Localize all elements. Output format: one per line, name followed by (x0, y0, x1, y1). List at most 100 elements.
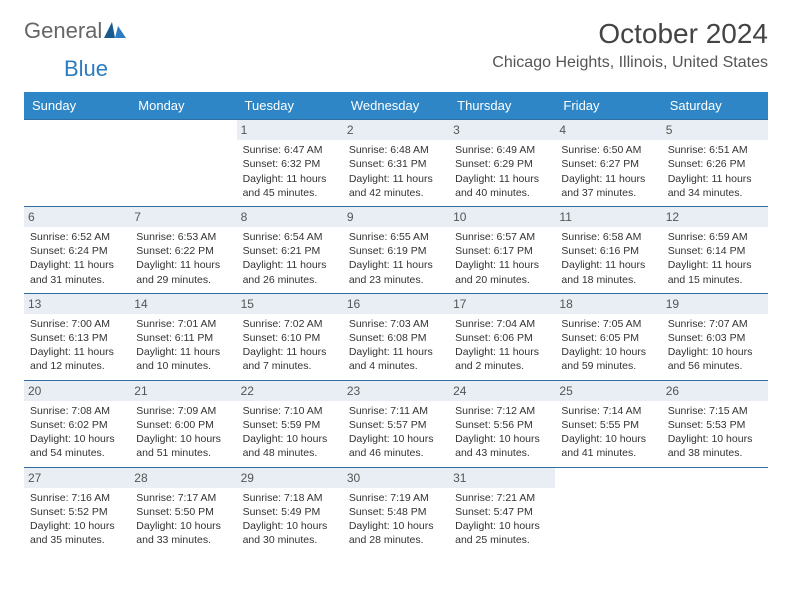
sunset-line: Sunset: 6:22 PM (136, 244, 230, 258)
sunset-line: Sunset: 5:50 PM (136, 505, 230, 519)
logo-triangle-icon (104, 18, 126, 44)
sunset-line: Sunset: 6:14 PM (668, 244, 762, 258)
sunrise-line: Sunrise: 6:54 AM (243, 230, 337, 244)
calendar-cell (24, 120, 130, 207)
daylight-line: Daylight: 11 hours and 29 minutes. (136, 258, 230, 286)
day-number: 10 (449, 207, 555, 227)
calendar-cell: 26Sunrise: 7:15 AMSunset: 5:53 PMDayligh… (662, 380, 768, 467)
day-number: 16 (343, 294, 449, 314)
calendar-cell (555, 467, 661, 553)
daylight-line: Daylight: 10 hours and 38 minutes. (668, 432, 762, 460)
sunrise-line: Sunrise: 7:09 AM (136, 404, 230, 418)
day-number: 11 (555, 207, 661, 227)
sunrise-line: Sunrise: 6:59 AM (668, 230, 762, 244)
daylight-line: Daylight: 10 hours and 30 minutes. (243, 519, 337, 547)
sunset-line: Sunset: 6:24 PM (30, 244, 124, 258)
daylight-line: Daylight: 11 hours and 26 minutes. (243, 258, 337, 286)
daylight-line: Daylight: 10 hours and 59 minutes. (561, 345, 655, 373)
day-header: Tuesday (237, 92, 343, 120)
sunrise-line: Sunrise: 7:12 AM (455, 404, 549, 418)
sunrise-line: Sunrise: 7:10 AM (243, 404, 337, 418)
sunset-line: Sunset: 6:19 PM (349, 244, 443, 258)
day-number: 12 (662, 207, 768, 227)
day-number: 14 (130, 294, 236, 314)
daylight-line: Daylight: 11 hours and 42 minutes. (349, 172, 443, 200)
calendar-week-row: 6Sunrise: 6:52 AMSunset: 6:24 PMDaylight… (24, 206, 768, 293)
sunrise-line: Sunrise: 7:00 AM (30, 317, 124, 331)
sunrise-line: Sunrise: 6:55 AM (349, 230, 443, 244)
day-number: 4 (555, 120, 661, 140)
calendar-cell: 16Sunrise: 7:03 AMSunset: 6:08 PMDayligh… (343, 293, 449, 380)
sunrise-line: Sunrise: 6:57 AM (455, 230, 549, 244)
daylight-line: Daylight: 11 hours and 45 minutes. (243, 172, 337, 200)
logo-text-blue: Blue (64, 56, 108, 81)
daylight-line: Daylight: 11 hours and 40 minutes. (455, 172, 549, 200)
day-number: 13 (24, 294, 130, 314)
sunset-line: Sunset: 5:57 PM (349, 418, 443, 432)
calendar-cell: 9Sunrise: 6:55 AMSunset: 6:19 PMDaylight… (343, 206, 449, 293)
calendar-cell (130, 120, 236, 207)
sunset-line: Sunset: 5:53 PM (668, 418, 762, 432)
logo-text-general: General (24, 18, 102, 44)
sunset-line: Sunset: 6:26 PM (668, 157, 762, 171)
sunset-line: Sunset: 6:06 PM (455, 331, 549, 345)
sunset-line: Sunset: 6:17 PM (455, 244, 549, 258)
daylight-line: Daylight: 11 hours and 23 minutes. (349, 258, 443, 286)
sunrise-line: Sunrise: 7:05 AM (561, 317, 655, 331)
calendar-cell: 8Sunrise: 6:54 AMSunset: 6:21 PMDaylight… (237, 206, 343, 293)
day-number: 23 (343, 381, 449, 401)
daylight-line: Daylight: 10 hours and 48 minutes. (243, 432, 337, 460)
calendar-body: 1Sunrise: 6:47 AMSunset: 6:32 PMDaylight… (24, 120, 768, 554)
daylight-line: Daylight: 11 hours and 37 minutes. (561, 172, 655, 200)
calendar-cell: 27Sunrise: 7:16 AMSunset: 5:52 PMDayligh… (24, 467, 130, 553)
calendar-cell: 29Sunrise: 7:18 AMSunset: 5:49 PMDayligh… (237, 467, 343, 553)
sunrise-line: Sunrise: 6:47 AM (243, 143, 337, 157)
daylight-line: Daylight: 11 hours and 18 minutes. (561, 258, 655, 286)
day-number: 27 (24, 468, 130, 488)
daylight-line: Daylight: 11 hours and 31 minutes. (30, 258, 124, 286)
title-block: October 2024 Chicago Heights, Illinois, … (492, 18, 768, 72)
day-number: 17 (449, 294, 555, 314)
sunset-line: Sunset: 6:29 PM (455, 157, 549, 171)
sunset-line: Sunset: 6:21 PM (243, 244, 337, 258)
calendar-cell: 12Sunrise: 6:59 AMSunset: 6:14 PMDayligh… (662, 206, 768, 293)
sunset-line: Sunset: 6:05 PM (561, 331, 655, 345)
sunrise-line: Sunrise: 7:16 AM (30, 491, 124, 505)
sunrise-line: Sunrise: 7:07 AM (668, 317, 762, 331)
sunrise-line: Sunrise: 6:50 AM (561, 143, 655, 157)
sunset-line: Sunset: 5:49 PM (243, 505, 337, 519)
calendar-cell: 11Sunrise: 6:58 AMSunset: 6:16 PMDayligh… (555, 206, 661, 293)
day-number: 24 (449, 381, 555, 401)
sunset-line: Sunset: 6:32 PM (243, 157, 337, 171)
daylight-line: Daylight: 10 hours and 54 minutes. (30, 432, 124, 460)
day-number: 22 (237, 381, 343, 401)
daylight-line: Daylight: 10 hours and 25 minutes. (455, 519, 549, 547)
sunrise-line: Sunrise: 7:04 AM (455, 317, 549, 331)
calendar-week-row: 13Sunrise: 7:00 AMSunset: 6:13 PMDayligh… (24, 293, 768, 380)
sunrise-line: Sunrise: 6:48 AM (349, 143, 443, 157)
sunrise-line: Sunrise: 7:18 AM (243, 491, 337, 505)
daylight-line: Daylight: 11 hours and 7 minutes. (243, 345, 337, 373)
day-number: 6 (24, 207, 130, 227)
calendar-cell: 4 Sunrise: 6:50 AMSunset: 6:27 PMDaylight… (555, 120, 661, 207)
sunset-line: Sunset: 6:31 PM (349, 157, 443, 171)
day-header: Saturday (662, 92, 768, 120)
calendar-cell: 6Sunrise: 6:52 AMSunset: 6:24 PMDaylight… (24, 206, 130, 293)
sunrise-line: Sunrise: 7:02 AM (243, 317, 337, 331)
daylight-line: Daylight: 10 hours and 56 minutes. (668, 345, 762, 373)
daylight-line: Daylight: 11 hours and 34 minutes. (668, 172, 762, 200)
day-number: 18 (555, 294, 661, 314)
sunset-line: Sunset: 5:48 PM (349, 505, 443, 519)
calendar-cell: 30Sunrise: 7:19 AMSunset: 5:48 PMDayligh… (343, 467, 449, 553)
daylight-line: Daylight: 10 hours and 33 minutes. (136, 519, 230, 547)
calendar-table: Sunday Monday Tuesday Wednesday Thursday… (24, 92, 768, 553)
sunrise-line: Sunrise: 6:51 AM (668, 143, 762, 157)
calendar-cell: 24Sunrise: 7:12 AMSunset: 5:56 PMDayligh… (449, 380, 555, 467)
calendar-cell: 18 Sunrise: 7:05 AMSunset: 6:05 PMDayligh… (555, 293, 661, 380)
sunset-line: Sunset: 6:27 PM (561, 157, 655, 171)
calendar-cell: 1Sunrise: 6:47 AMSunset: 6:32 PMDaylight… (237, 120, 343, 207)
daylight-line: Daylight: 10 hours and 51 minutes. (136, 432, 230, 460)
day-number: 7 (130, 207, 236, 227)
sunset-line: Sunset: 6:03 PM (668, 331, 762, 345)
sunrise-line: Sunrise: 7:14 AM (561, 404, 655, 418)
